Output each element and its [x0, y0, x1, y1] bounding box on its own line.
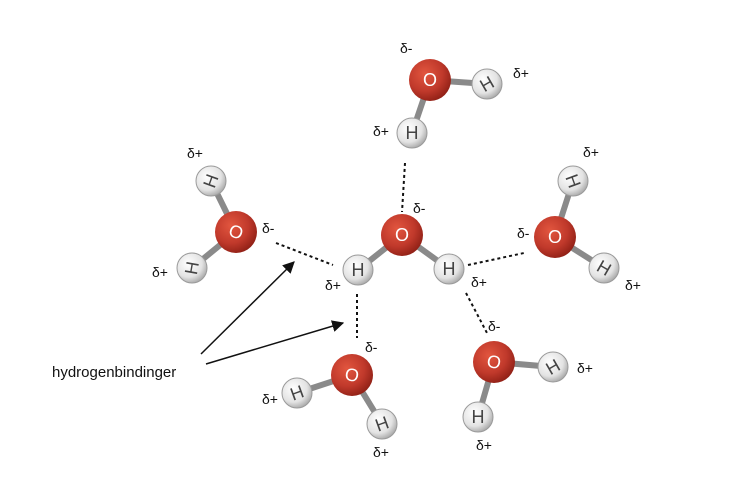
partial-positive-label: δ+	[471, 274, 487, 290]
partial-positive-label: δ+	[187, 145, 203, 161]
hydrogen-symbol: H	[406, 123, 419, 143]
partial-positive-label: δ+	[373, 444, 389, 460]
partial-positive-label: δ+	[373, 123, 389, 139]
hydrogen-bonds	[275, 162, 525, 338]
partial-positive-label: δ+	[577, 360, 593, 376]
partial-negative-label: δ-	[365, 339, 378, 355]
hydrogen-atom: H	[433, 253, 465, 285]
hydrogen-symbol: H	[199, 171, 222, 190]
partial-negative-label: δ-	[400, 40, 413, 56]
oxygen-symbol: O	[343, 364, 360, 386]
oxygen-symbol: O	[395, 225, 409, 245]
oxygen-atom: O	[215, 211, 257, 253]
hydrogen-symbol: H	[352, 260, 365, 280]
hydrogen-bond-top	[401, 162, 406, 213]
hydrogen-atom: H	[537, 351, 569, 383]
hydrogen-atom: H	[462, 401, 494, 433]
oxygen-symbol: O	[548, 227, 562, 247]
hydrogen-symbol: H	[372, 412, 391, 435]
partial-positive-label: δ+	[583, 144, 599, 160]
oxygen-atom: O	[534, 216, 576, 258]
caption-arrows	[200, 261, 345, 365]
partial-positive-label: δ+	[476, 437, 492, 453]
hydrogen-atoms: H H H H H H H H	[176, 68, 620, 440]
hydrogen-bond-right	[467, 252, 525, 266]
hydrogen-atom: H	[396, 117, 428, 149]
oxygen-atom: O	[331, 354, 373, 396]
partial-negative-label: δ-	[262, 220, 275, 236]
oxygen-symbol: O	[423, 70, 437, 90]
partial-positive-label: δ+	[325, 277, 341, 293]
oxygen-symbol: O	[485, 351, 502, 373]
oxygen-atom: O	[473, 341, 515, 383]
oxygen-atom: O	[409, 59, 451, 101]
oxygen-symbol: O	[226, 220, 246, 244]
hydrogen-atom: H	[195, 165, 227, 197]
oxygen-atoms: O O O O O O	[215, 59, 576, 396]
hydrogen-atom: H	[281, 377, 313, 409]
hydrogen-symbol: H	[472, 407, 485, 427]
partial-positive-label: δ+	[625, 277, 641, 293]
hydrogen-atom: H	[557, 165, 589, 197]
hydrogen-atom: H	[342, 254, 374, 286]
partial-positive-label: δ+	[262, 391, 278, 407]
hydrogen-symbol: H	[181, 260, 203, 276]
hydrogen-atom: H	[176, 252, 208, 284]
partial-charges: δ- δ+ δ+ δ+ δ- δ+ δ- δ+ δ+ δ+ δ- δ+ δ- δ…	[152, 40, 641, 460]
oxygen-atom: O	[381, 214, 423, 256]
partial-negative-label: δ-	[517, 225, 530, 241]
hydrogen-bonds-caption: hydrogenbindinger	[52, 364, 176, 381]
partial-positive-label: δ+	[513, 65, 529, 81]
hydrogen-bond-left	[275, 242, 334, 266]
hydrogen-atom: H	[471, 68, 503, 100]
hydrogen-atom: H	[366, 408, 398, 440]
partial-negative-label: δ-	[413, 200, 426, 216]
hydrogen-symbol: H	[561, 171, 584, 190]
arrow-to-left-bond	[200, 261, 295, 355]
partial-positive-label: δ+	[152, 264, 168, 280]
hydrogen-atom: H	[588, 252, 620, 284]
hydrogen-symbol: H	[443, 259, 456, 279]
hydrogen-bond-bottom-right	[465, 292, 488, 334]
hydrogen-symbol: H	[287, 381, 306, 404]
arrow-to-bottom-bond	[205, 320, 345, 365]
partial-negative-label: δ-	[488, 318, 501, 334]
